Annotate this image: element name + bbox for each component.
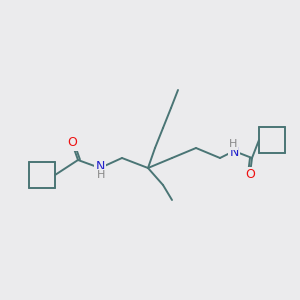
Text: N: N: [95, 160, 105, 172]
Text: N: N: [229, 146, 239, 160]
Text: H: H: [97, 170, 105, 180]
Text: H: H: [229, 139, 237, 149]
Text: O: O: [67, 136, 77, 149]
Text: O: O: [245, 167, 255, 181]
